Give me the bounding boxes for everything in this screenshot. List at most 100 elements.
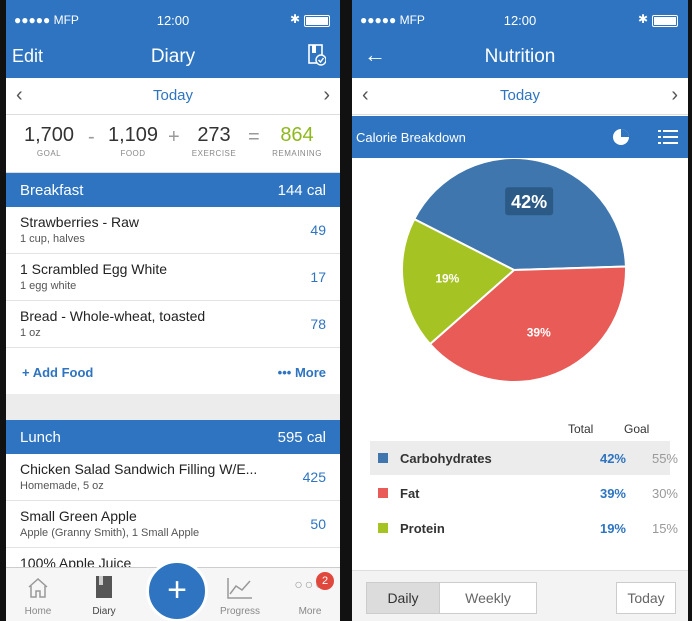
pie-slice-protein [401,217,516,346]
meal-calories: 144 cal [277,182,326,199]
date-bar: ‹ Today › [6,78,340,115]
edit-button[interactable]: Edit [12,46,44,66]
next-day-chevron-icon[interactable]: › [671,84,678,106]
tab-label: Progress [219,606,260,617]
food-desc: 1 cup, halves [20,233,85,245]
clock: 12:00 [156,13,190,28]
macro-total: 39% [599,486,626,501]
food-calories: 425 [302,469,326,485]
nutrition-screen: ●●●●● MFP 12:00 ✱ ← Nutrition ‹ Today › … [352,0,688,621]
minus-operator: - [88,126,95,148]
legend-swatch [378,453,388,463]
pie-label-protein: 19% [435,271,459,285]
food-row[interactable]: Small Green Apple Apple (Granny Smith), … [6,501,340,548]
section-title: Calorie Breakdown [356,130,466,145]
macro-goal: 30% [651,486,678,501]
food-row[interactable]: Bread - Whole-wheat, toasted 1 oz 78 [6,301,340,348]
home-icon [28,577,48,598]
lunch-header[interactable]: Lunch 595 cal [6,420,340,454]
remaining-summary: 864 REMAINING [266,124,328,158]
list-view-icon[interactable] [658,128,678,146]
food-calories: 50 [310,516,326,532]
pie-label-carbohydrates: 42% [511,192,547,212]
exercise-value: 273 [197,124,231,146]
pie-chart-icon[interactable] [612,128,630,146]
bluetooth-icon: ✱ [637,12,648,26]
battery-icon [652,15,678,27]
macro-name: Carbohydrates [400,451,492,466]
food-row[interactable]: Strawberries - Raw 1 cup, halves 49 [6,207,340,254]
date-label[interactable]: Today [152,87,194,104]
carrier-label: ●●●●● MFP [360,13,425,27]
date-bar: ‹ Today › [352,78,688,115]
plus-operator: + [168,126,180,148]
page-title: Diary [150,46,196,67]
food-desc: Apple (Granny Smith), 1 Small Apple [20,527,200,539]
macro-row[interactable]: Protein 19% 15% [370,511,678,545]
clock: 12:00 [503,13,537,28]
meal-name: Lunch [20,429,61,446]
notification-badge: 2 [316,572,334,590]
food-calories: 17 [310,269,326,285]
nav-bar: ← Nutrition [352,36,688,78]
prev-day-chevron-icon[interactable]: ‹ [362,84,369,106]
food-calories: 78 [310,316,326,332]
pie-label-fat: 39% [527,325,551,339]
calorie-summary: 1,700 GOAL - 1,109 FOOD + 273 EXERCISE =… [6,114,340,173]
food-desc: 1 egg white [20,280,77,292]
meal-calories: 595 cal [277,429,326,446]
macro-total: 42% [599,451,626,466]
more-button[interactable]: ••• More [277,365,326,380]
food-desc: Homemade, 5 oz [20,480,104,492]
prev-day-chevron-icon[interactable]: ‹ [16,84,23,106]
weekly-tab[interactable]: Weekly [439,582,537,614]
tab-label: Home [24,606,52,617]
date-label[interactable]: Today [499,87,541,104]
daily-tab[interactable]: Daily [366,582,440,614]
food-row[interactable]: 1 Scrambled Egg White 1 egg white 17 [6,254,340,301]
food-desc: 1 oz [20,327,41,339]
pie-label-background [505,187,554,216]
legend-swatch [378,523,388,533]
diary-screen: ●●●●● MFP 12:00 ✱ Edit Diary ‹ Today › 1… [6,0,340,621]
breakfast-header[interactable]: Breakfast 144 cal [6,173,340,207]
today-button[interactable]: Today [616,582,676,614]
page-title: Nutrition [484,46,556,67]
back-arrow-icon[interactable]: ← [364,42,386,67]
progress-chart-icon [227,578,252,599]
carrier-label: ●●●●● MFP [14,13,79,27]
add-entry-button[interactable]: + [146,560,208,621]
food-value: 1,109 [107,124,159,146]
calendar-check-icon[interactable] [308,44,326,66]
calorie-pie-chart: 42% 39% 19% [401,158,627,383]
goal-label: GOAL [36,149,62,158]
food-name: Strawberries - Raw [20,214,140,230]
meal-name: Breakfast [20,182,84,199]
equals-operator: = [248,126,260,148]
food-name: Bread - Whole-wheat, toasted [20,308,206,324]
food-name: 1 Scrambled Egg White [20,261,168,277]
tab-bar: Home Diary + Progress ○○○ More [6,560,340,621]
macro-name: Protein [400,521,445,536]
food-label: FOOD [120,149,146,158]
exercise-summary: 273 EXERCISE [186,124,242,158]
food-calories: 49 [310,222,326,238]
food-name: Small Green Apple [20,508,137,524]
add-food-button[interactable]: + Add Food [22,365,94,380]
diary-book-icon [96,576,112,598]
battery-icon [304,15,330,27]
macro-row[interactable]: Fat 39% 30% [370,476,678,510]
col-total-header: Total [568,422,594,436]
goal-summary: 1,700 GOAL [20,124,78,158]
macro-row[interactable]: Carbohydrates 42% 55% [370,441,678,475]
macro-goal: 55% [651,451,678,466]
next-day-chevron-icon[interactable]: › [323,84,330,106]
macro-goal: 15% [651,521,678,536]
remaining-label: REMAINING [272,149,322,158]
goal-value: 1,700 [23,124,75,146]
food-summary: 1,109 FOOD [104,124,162,158]
section-divider [6,394,340,420]
pie-slice-fat [428,265,627,383]
food-row[interactable]: Chicken Salad Sandwich Filling W/E... Ho… [6,454,340,501]
bluetooth-icon: ✱ [289,12,300,26]
